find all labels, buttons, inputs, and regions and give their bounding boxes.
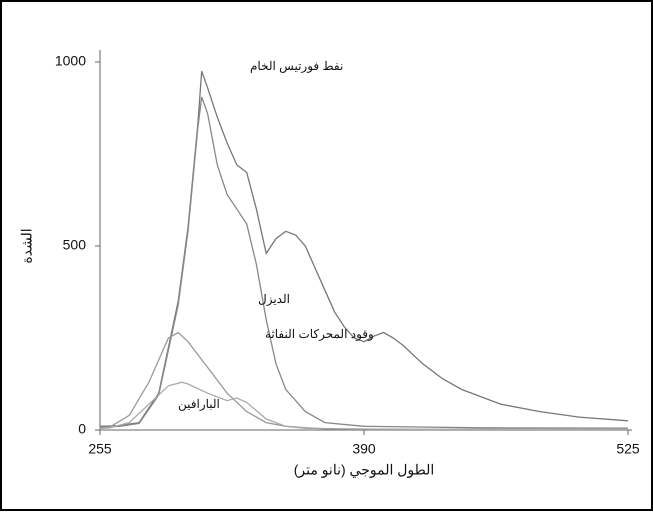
y-tick-label: 1000 [55, 53, 86, 69]
series-label: البارافين [178, 397, 220, 411]
x-tick-label: 525 [616, 441, 640, 457]
series-label: الديزل [258, 292, 290, 306]
x-tick-label: 390 [352, 441, 376, 457]
series-label: نفط فورتيس الخام [250, 59, 343, 73]
x-axis-label: الطول الموجي (نانو متر) [294, 462, 435, 479]
series-line [99, 331, 628, 430]
series-label: وقود المحركات النفاثة [265, 327, 374, 341]
y-tick-label: 0 [78, 421, 86, 437]
series-line [99, 381, 628, 430]
y-axis-label: الشدة [19, 228, 35, 263]
y-tick-label: 500 [63, 237, 87, 253]
series-line [99, 70, 629, 427]
series-line [99, 96, 629, 429]
x-tick-label: 255 [88, 441, 112, 457]
